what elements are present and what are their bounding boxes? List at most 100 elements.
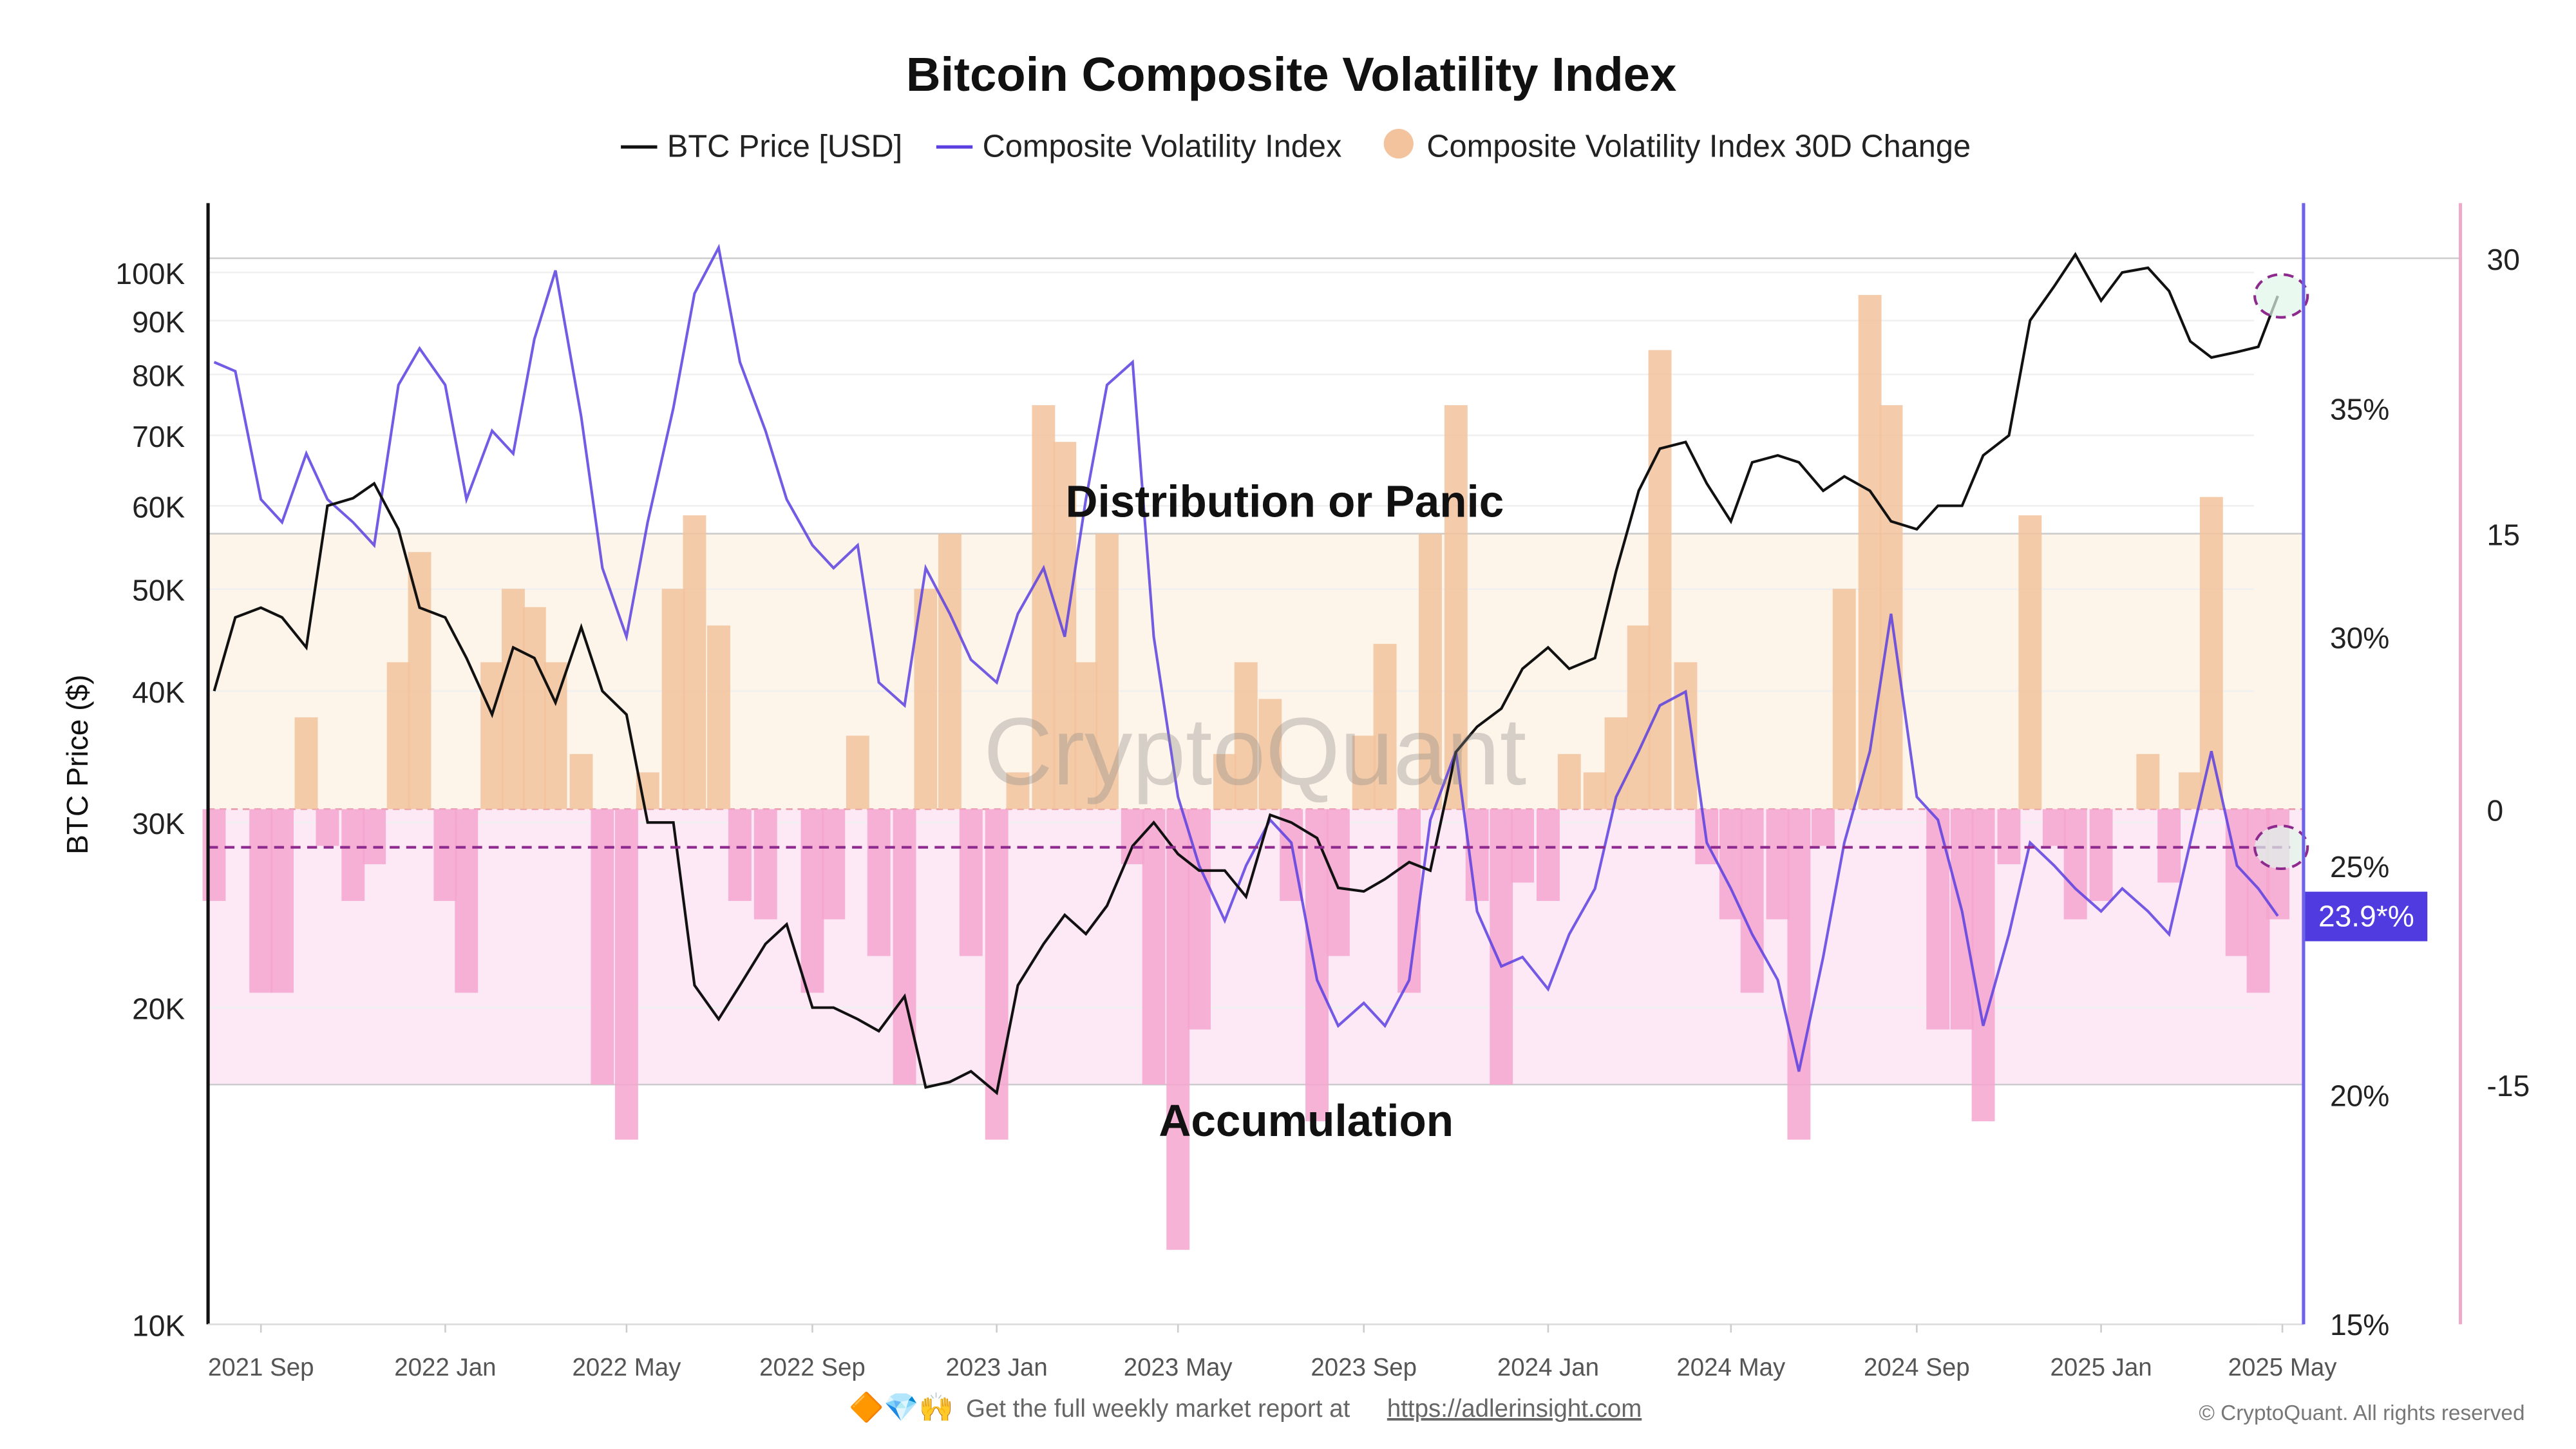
y-mid-tick-label: 15% <box>2330 1308 2389 1341</box>
change-bar <box>893 809 916 1085</box>
change-bar <box>1674 662 1698 810</box>
y-mid-tick-label: 30% <box>2330 621 2389 655</box>
change-bar <box>1832 589 1856 810</box>
change-bar <box>1950 809 1974 1030</box>
change-bar <box>1213 753 1236 810</box>
change-bar <box>2089 809 2113 901</box>
zone-label-accumulation: Accumulation <box>1159 1095 1454 1146</box>
change-bar <box>1926 809 1950 1030</box>
change-bar <box>480 662 504 810</box>
legend: BTC Price [USD] Composite Volatility Ind… <box>621 129 1971 164</box>
change-bar <box>1032 405 1056 810</box>
y-mid-tick-label: 25% <box>2330 850 2389 884</box>
x-tick-label: 2025 May <box>2228 1354 2338 1381</box>
legend-label-cvi[interactable]: Composite Volatility Index <box>983 129 1342 164</box>
footer-link[interactable]: https://adlerinsight.com <box>1387 1395 1642 1423</box>
change-bar <box>1557 753 1581 810</box>
change-bar <box>2199 497 2223 810</box>
current-value-badge: 23.9*% <box>2305 891 2428 942</box>
change-bar <box>294 717 318 810</box>
change-bar <box>1074 662 1098 810</box>
change-bar <box>938 533 961 810</box>
x-tick-label: 2022 Sep <box>759 1354 866 1381</box>
legend-label-change[interactable]: Composite Volatility Index 30D Change <box>1426 129 1971 164</box>
change-bar <box>1352 735 1376 810</box>
change-bar <box>846 735 869 810</box>
y-left-tick-label: 20K <box>132 992 185 1026</box>
change-bar <box>2042 809 2066 846</box>
change-bar <box>1858 295 1882 810</box>
change-bar <box>1419 533 1442 810</box>
change-bar <box>1648 350 1672 810</box>
x-tick-label: 2024 Sep <box>1864 1354 1970 1381</box>
change-bar <box>341 809 365 901</box>
y-mid-tick-label: 35% <box>2330 392 2389 426</box>
change-bar <box>249 809 273 993</box>
current-value-text: 23.9*% <box>2318 899 2414 933</box>
btc-price-line <box>213 252 2279 1095</box>
change-bar <box>822 809 846 920</box>
change-bar <box>2018 515 2042 810</box>
change-bar <box>1787 809 1811 1140</box>
x-tick-label: 2023 Jan <box>946 1354 1048 1381</box>
change-bar <box>683 515 706 810</box>
change-bar <box>1326 809 1350 956</box>
change-bar <box>1397 809 1421 993</box>
x-tick-label: 2022 Jan <box>394 1354 496 1381</box>
change-bar <box>2157 809 2181 883</box>
change-bar <box>1740 809 1764 993</box>
change-bar <box>1811 809 1835 846</box>
change-bar <box>800 809 824 993</box>
change-bar <box>1971 809 1995 1122</box>
chart-title: Bitcoin Composite Volatility Index <box>906 48 1677 101</box>
y-mid-tick-label: 20% <box>2330 1079 2389 1112</box>
change-bar <box>1142 809 1166 1085</box>
change-bar <box>363 809 386 864</box>
cvi-line <box>213 243 2279 1072</box>
copyright: © CryptoQuant. All rights reserved <box>2199 1401 2524 1425</box>
y-right-tick-label: 30 <box>2487 243 2520 276</box>
change-bar <box>1583 772 1607 810</box>
change-bar <box>2063 809 2087 920</box>
change-bar <box>2179 772 2202 810</box>
change-bar <box>1234 662 1258 810</box>
change-bar <box>867 809 891 956</box>
x-tick-label: 2023 Sep <box>1311 1354 1417 1381</box>
y-left-tick-label: 10K <box>132 1309 185 1342</box>
legend-label-btc[interactable]: BTC Price [USD] <box>667 129 902 164</box>
change-bar <box>1997 809 2021 864</box>
x-tick-label: 2021 Sep <box>208 1354 314 1381</box>
change-bar <box>1627 625 1651 810</box>
change-bar <box>455 809 478 993</box>
x-tick-label: 2022 May <box>572 1354 681 1381</box>
y-left-tick-label: 60K <box>132 490 185 524</box>
y-left-tick-label: 100K <box>115 257 185 290</box>
change-bar <box>1305 809 1329 1122</box>
footer: 🔶💎🙌 Get the full weekly market report at… <box>849 1391 2525 1425</box>
y-right-tick-label: 15 <box>2487 518 2520 552</box>
legend-swatch-change <box>1383 129 1414 159</box>
change-bar <box>728 809 752 901</box>
y-left-tick-label: 50K <box>132 574 185 607</box>
change-bar <box>1511 809 1535 883</box>
change-bar <box>502 589 525 810</box>
change-bar <box>2136 753 2160 810</box>
change-bar <box>202 809 226 901</box>
change-bar <box>1258 699 1282 810</box>
zone-label-distribution: Distribution or Panic <box>1066 477 1504 527</box>
change-bar <box>959 809 983 956</box>
change-bar <box>661 589 685 810</box>
watermark: CryptoQuant <box>983 697 1526 805</box>
change-bar <box>1095 533 1119 810</box>
y-mid-axis-label: Composite Volatility Index <box>2403 582 2436 922</box>
y-left-tick-label: 40K <box>132 676 185 709</box>
change-bar <box>1166 809 1190 1250</box>
change-bar <box>270 809 294 993</box>
highlight-circle-reference <box>2253 824 2309 871</box>
change-bar <box>386 662 410 810</box>
x-tick-label: 2024 Jan <box>1497 1354 1599 1381</box>
footer-emojis: 🔶💎🙌 <box>849 1391 954 1423</box>
change-bar <box>433 809 457 901</box>
change-bar <box>1719 809 1743 920</box>
